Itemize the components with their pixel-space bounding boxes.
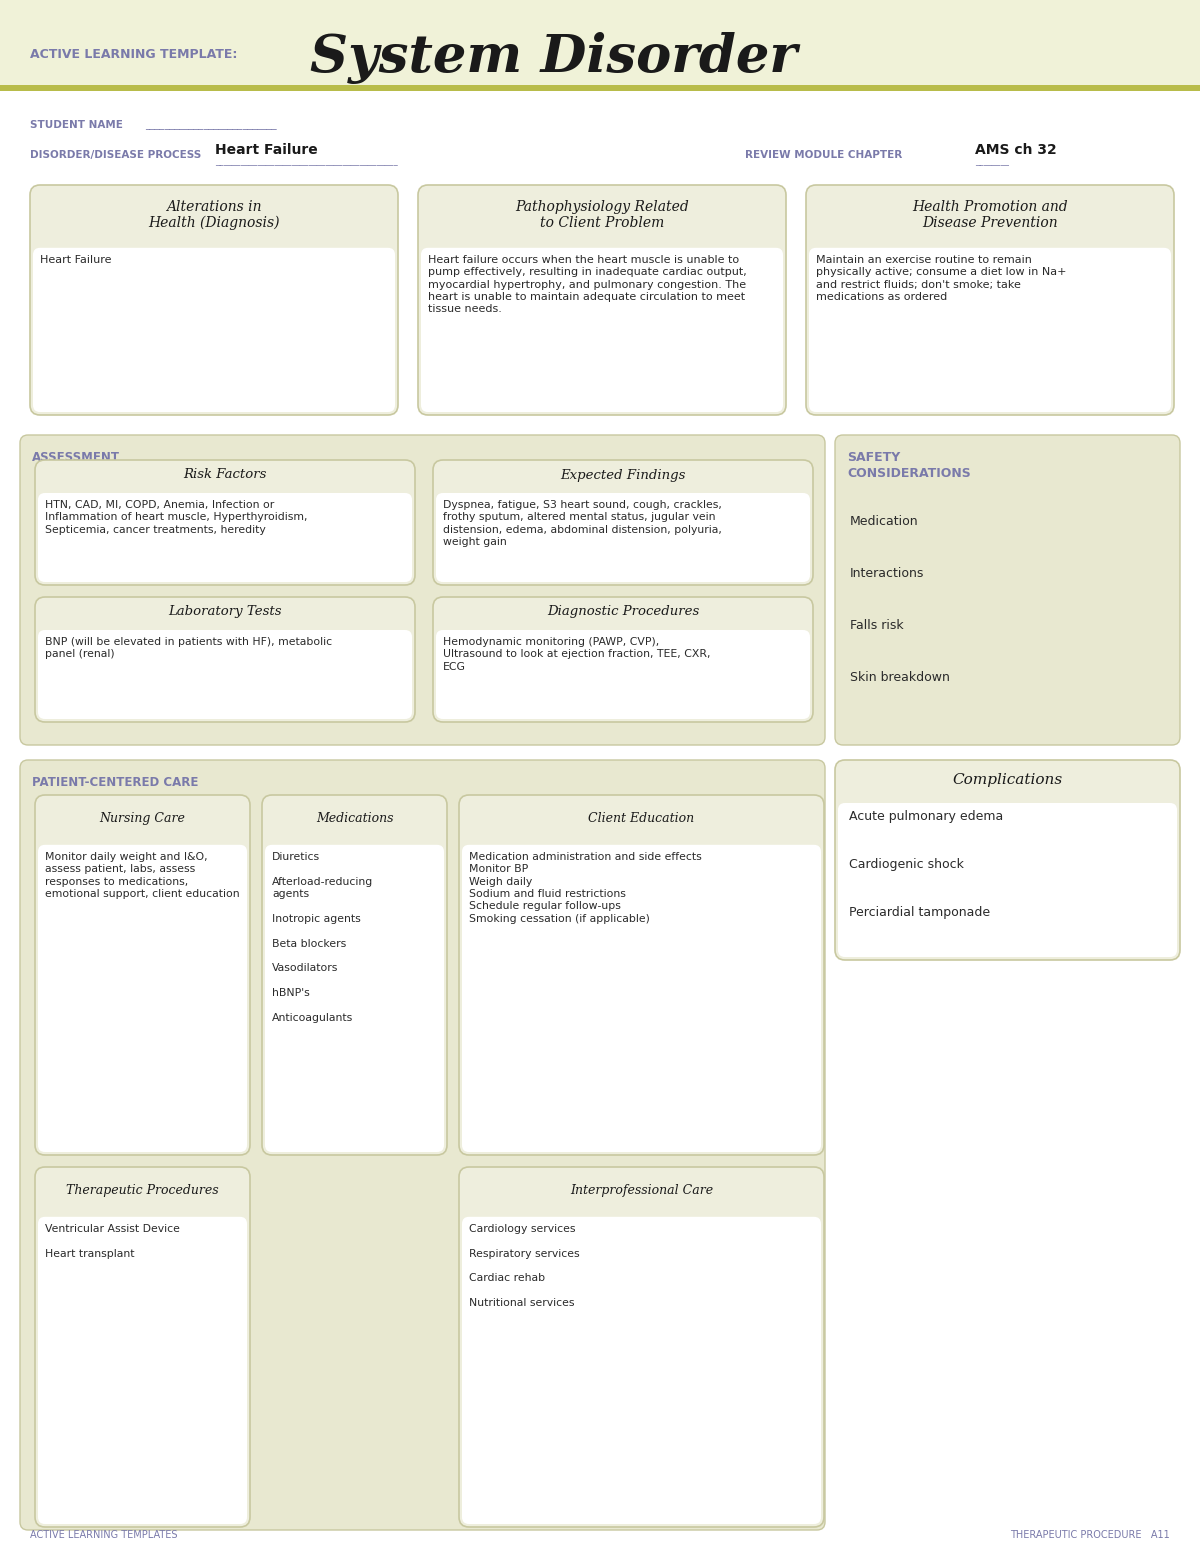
FancyBboxPatch shape — [0, 0, 1200, 90]
Text: Medication: Medication — [850, 516, 919, 528]
Text: Hemodynamic monitoring (PAWP, CVP),
Ultrasound to look at ejection fraction, TEE: Hemodynamic monitoring (PAWP, CVP), Ultr… — [443, 637, 710, 672]
Text: Diuretics

Afterload-reducing
agents

Inotropic agents

Beta blockers

Vasodilat: Diuretics Afterload-reducing agents Inot… — [272, 851, 373, 1023]
FancyBboxPatch shape — [38, 845, 247, 1152]
FancyBboxPatch shape — [35, 460, 415, 585]
FancyBboxPatch shape — [262, 795, 446, 1155]
Text: ACTIVE LEARNING TEMPLATE:: ACTIVE LEARNING TEMPLATE: — [30, 48, 238, 62]
Text: Pathophysiology Related
to Client Problem: Pathophysiology Related to Client Proble… — [515, 200, 689, 230]
FancyBboxPatch shape — [38, 631, 412, 719]
Text: Heart Failure: Heart Failure — [215, 143, 318, 157]
Text: ASSESSMENT: ASSESSMENT — [32, 450, 120, 464]
FancyBboxPatch shape — [20, 435, 826, 745]
Text: STUDENT NAME: STUDENT NAME — [30, 120, 122, 130]
Text: Laboratory Tests: Laboratory Tests — [168, 606, 282, 618]
FancyBboxPatch shape — [38, 1218, 247, 1523]
Text: Falls risk: Falls risk — [850, 620, 904, 632]
FancyBboxPatch shape — [838, 803, 1177, 957]
Text: Medications: Medications — [316, 812, 394, 825]
FancyBboxPatch shape — [806, 185, 1174, 415]
Text: Therapeutic Procedures: Therapeutic Procedures — [66, 1183, 218, 1197]
FancyBboxPatch shape — [20, 759, 826, 1530]
FancyBboxPatch shape — [30, 185, 398, 415]
Text: Client Education: Client Education — [588, 812, 695, 825]
Text: Risk Factors: Risk Factors — [184, 469, 266, 481]
Text: Heart Failure: Heart Failure — [40, 255, 112, 266]
Text: ___________________________: ___________________________ — [145, 120, 277, 130]
FancyBboxPatch shape — [436, 492, 810, 582]
FancyBboxPatch shape — [835, 759, 1180, 960]
Text: Ventricular Assist Device

Heart transplant: Ventricular Assist Device Heart transpla… — [46, 1224, 180, 1258]
FancyBboxPatch shape — [458, 1166, 824, 1527]
Text: Dyspnea, fatigue, S3 heart sound, cough, crackles,
frothy sputum, altered mental: Dyspnea, fatigue, S3 heart sound, cough,… — [443, 500, 722, 547]
FancyBboxPatch shape — [35, 795, 250, 1155]
Text: ___________________________________________: ________________________________________… — [215, 157, 397, 166]
Text: PATIENT-CENTERED CARE: PATIENT-CENTERED CARE — [32, 776, 198, 789]
FancyBboxPatch shape — [433, 460, 814, 585]
Text: Heart failure occurs when the heart muscle is unable to
pump effectively, result: Heart failure occurs when the heart musc… — [428, 255, 746, 314]
Text: HTN, CAD, MI, COPD, Anemia, Infection or
Inflammation of heart muscle, Hyperthyr: HTN, CAD, MI, COPD, Anemia, Infection or… — [46, 500, 307, 534]
FancyBboxPatch shape — [809, 248, 1171, 412]
FancyBboxPatch shape — [436, 631, 810, 719]
FancyBboxPatch shape — [458, 795, 824, 1155]
FancyBboxPatch shape — [835, 435, 1180, 745]
Text: Alterations in
Health (Diagnosis): Alterations in Health (Diagnosis) — [149, 200, 280, 230]
Text: Diagnostic Procedures: Diagnostic Procedures — [547, 606, 700, 618]
Text: Complications: Complications — [953, 773, 1063, 787]
FancyBboxPatch shape — [35, 596, 415, 722]
FancyBboxPatch shape — [265, 845, 444, 1152]
Text: REVIEW MODULE CHAPTER: REVIEW MODULE CHAPTER — [745, 151, 902, 160]
Text: Cardiology services

Respiratory services

Cardiac rehab

Nutritional services: Cardiology services Respiratory services… — [469, 1224, 580, 1308]
Text: Interprofessional Care: Interprofessional Care — [570, 1183, 713, 1197]
Text: AMS ch 32: AMS ch 32 — [974, 143, 1057, 157]
Text: ACTIVE LEARNING TEMPLATES: ACTIVE LEARNING TEMPLATES — [30, 1530, 178, 1541]
Text: Health Promotion and
Disease Prevention: Health Promotion and Disease Prevention — [912, 200, 1068, 230]
FancyBboxPatch shape — [462, 1218, 821, 1523]
FancyBboxPatch shape — [35, 1166, 250, 1527]
FancyBboxPatch shape — [418, 185, 786, 415]
Text: Monitor daily weight and I&O,
assess patient, labs, assess
responses to medicati: Monitor daily weight and I&O, assess pat… — [46, 851, 240, 899]
FancyBboxPatch shape — [433, 596, 814, 722]
FancyBboxPatch shape — [34, 248, 395, 412]
FancyBboxPatch shape — [0, 85, 1200, 92]
FancyBboxPatch shape — [421, 248, 784, 412]
Text: Skin breakdown: Skin breakdown — [850, 671, 950, 683]
Text: ________: ________ — [974, 157, 1009, 166]
Text: SAFETY
CONSIDERATIONS: SAFETY CONSIDERATIONS — [847, 450, 971, 480]
Text: Acute pulmonary edema: Acute pulmonary edema — [850, 811, 1003, 823]
Text: System Disorder: System Disorder — [310, 33, 797, 84]
Text: Medication administration and side effects
Monitor BP
Weigh daily
Sodium and flu: Medication administration and side effec… — [469, 851, 702, 924]
Text: Cardiogenic shock: Cardiogenic shock — [850, 857, 964, 871]
Text: Perciardial tamponade: Perciardial tamponade — [850, 905, 990, 919]
Text: DISORDER/DISEASE PROCESS: DISORDER/DISEASE PROCESS — [30, 151, 202, 160]
Text: Nursing Care: Nursing Care — [100, 812, 186, 825]
FancyBboxPatch shape — [38, 492, 412, 582]
FancyBboxPatch shape — [462, 845, 821, 1152]
Text: BNP (will be elevated in patients with HF), metabolic
panel (renal): BNP (will be elevated in patients with H… — [46, 637, 332, 660]
Text: Expected Findings: Expected Findings — [560, 469, 685, 481]
Text: THERAPEUTIC PROCEDURE   A11: THERAPEUTIC PROCEDURE A11 — [1010, 1530, 1170, 1541]
Text: Maintain an exercise routine to remain
physically active; consume a diet low in : Maintain an exercise routine to remain p… — [816, 255, 1067, 301]
Text: Interactions: Interactions — [850, 567, 924, 579]
